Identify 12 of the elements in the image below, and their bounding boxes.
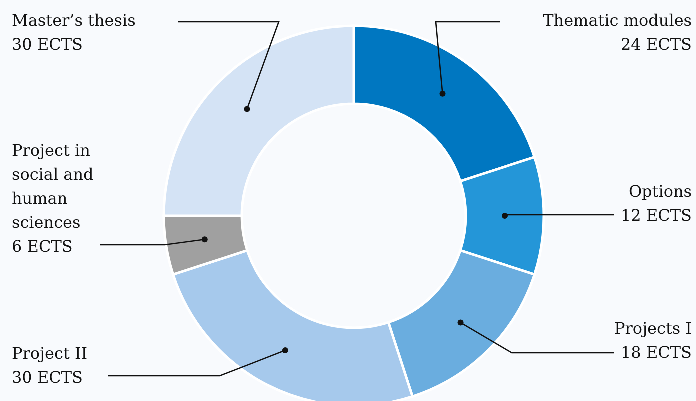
slice-label: Thematic modules [543,11,692,30]
data-label: 24 ECTS [621,35,692,54]
data-label: 6 ECTS [12,237,73,256]
slice-label: Master’s thesis [12,11,136,30]
slice-label: Project in social and human sciences [12,141,94,232]
slice-label: Projects I [614,319,692,338]
data-label: 30 ECTS [12,368,83,388]
slice-label: Options [628,182,692,202]
data-label: 30 ECTS [12,35,83,54]
data-label: 12 ECTS [621,206,692,226]
data-label: 18 ECTS [621,343,692,362]
slice-label: Project II [12,344,88,364]
